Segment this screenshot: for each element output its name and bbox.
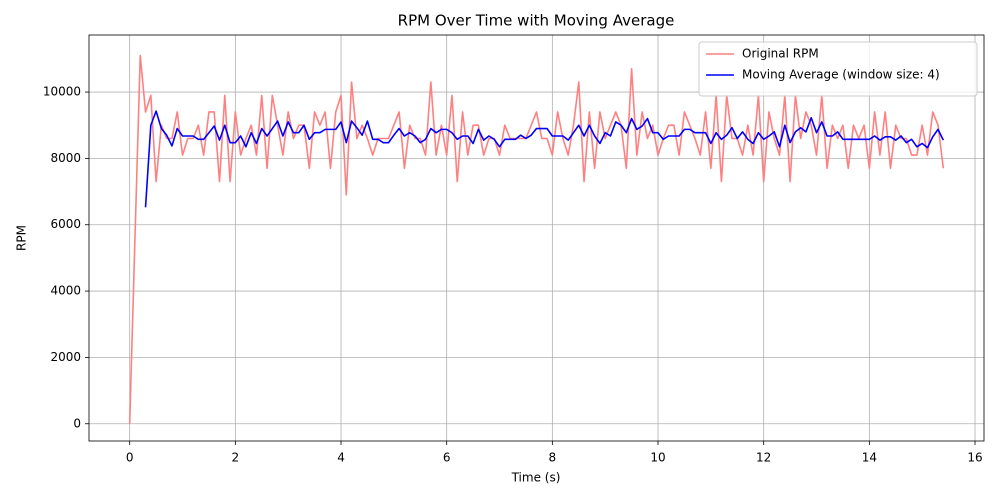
x-tick-label: 10 bbox=[650, 451, 665, 465]
y-tick-label: 8000 bbox=[50, 151, 81, 165]
y-tick-label: 0 bbox=[73, 416, 81, 430]
x-tick-label: 4 bbox=[337, 451, 345, 465]
y-tick-label: 4000 bbox=[50, 284, 81, 298]
y-tick-label: 6000 bbox=[50, 217, 81, 231]
y-tick-label: 10000 bbox=[43, 85, 81, 99]
series-line bbox=[128, 54, 945, 424]
y-tick-label: 2000 bbox=[50, 350, 81, 364]
x-tick-label: 8 bbox=[549, 451, 557, 465]
legend-label: Original RPM bbox=[742, 47, 819, 61]
legend: Original RPM Moving Average (window size:… bbox=[698, 41, 978, 97]
x-tick-label: 0 bbox=[126, 451, 134, 465]
x-tick-label: 14 bbox=[862, 451, 877, 465]
axes-frame bbox=[88, 34, 985, 442]
x-tick-label: 6 bbox=[443, 451, 451, 465]
legend-label: Moving Average (window size: 4) bbox=[742, 68, 940, 82]
legend-box bbox=[698, 41, 978, 97]
series-line bbox=[144, 110, 945, 208]
x-axis-label: Time (s) bbox=[511, 471, 561, 485]
y-axis-label: RPM bbox=[15, 225, 29, 251]
chart-title: RPM Over Time with Moving Average bbox=[398, 12, 675, 30]
x-tick-label: 2 bbox=[232, 451, 240, 465]
x-tick-label: 16 bbox=[967, 451, 982, 465]
plot-area bbox=[128, 54, 945, 424]
x-tick-label: 12 bbox=[756, 451, 771, 465]
